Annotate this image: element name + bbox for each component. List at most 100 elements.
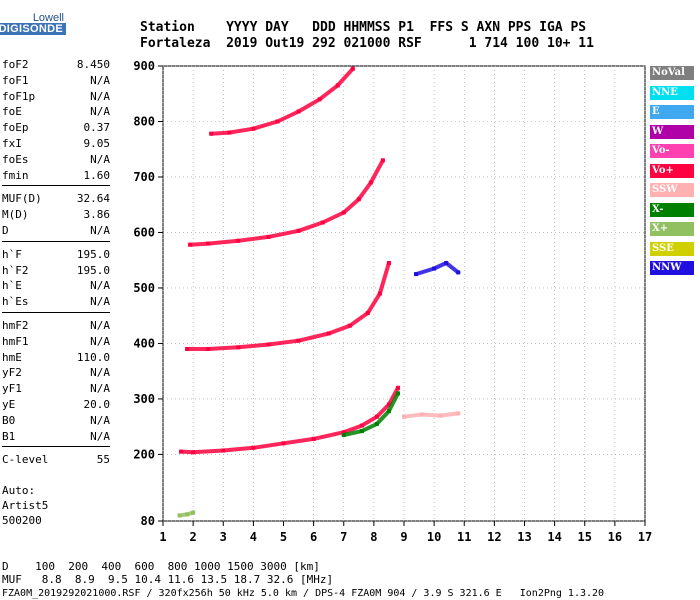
header-values: Fortaleza 2019 Out19 292 021000 RSF 1 71… xyxy=(140,36,594,51)
param-value: 1.60 xyxy=(83,168,111,182)
y-tick-label: 400 xyxy=(133,336,155,350)
echo-point xyxy=(374,421,379,426)
x-tick-label: 9 xyxy=(400,530,407,544)
y-tick-label: 200 xyxy=(133,447,155,461)
x-tick-label: 14 xyxy=(547,530,561,544)
plot-area xyxy=(162,65,646,522)
param-value: N/A xyxy=(90,89,110,103)
echo-point xyxy=(185,512,190,517)
param-row: fmin 1.60 xyxy=(2,169,110,185)
echo-point xyxy=(341,432,346,437)
param-name: foF2 xyxy=(2,58,29,71)
x-tick-label: 15 xyxy=(578,530,592,544)
param-value: 195.0 xyxy=(76,263,110,277)
x-tick-label: 13 xyxy=(517,530,531,544)
echo-point xyxy=(380,158,385,163)
param-row: h`F2 195.0 xyxy=(2,264,110,280)
y-tick-label: 600 xyxy=(133,225,155,239)
param-value: N/A xyxy=(90,429,110,443)
echo-point xyxy=(359,423,364,428)
legend-item: X- xyxy=(650,202,694,217)
echo-point xyxy=(251,126,256,131)
y-tick-label: 900 xyxy=(133,59,155,73)
echo-point xyxy=(206,241,211,246)
muf-row: MUF 8.8 8.9 9.5 10.4 11.6 13.5 18.7 32.6… xyxy=(2,573,334,586)
param-name: yF2 xyxy=(2,366,22,380)
param-value: N/A xyxy=(90,413,110,427)
y-tick-label: 300 xyxy=(133,392,155,406)
param-row: foF1p N/A xyxy=(2,90,110,106)
param-name: fxI xyxy=(2,136,22,150)
param-name: B1 xyxy=(2,429,16,443)
echo-point xyxy=(395,385,400,390)
param-name: h`E xyxy=(2,279,22,293)
param-row: foEs N/A xyxy=(2,153,110,169)
param-value: N/A xyxy=(90,318,110,332)
distance-row: D 100 200 400 600 800 1000 1500 3000 [km… xyxy=(2,560,320,573)
echo-point xyxy=(209,131,214,136)
param-value: N/A xyxy=(90,279,110,293)
param-row: B1 N/A xyxy=(2,430,110,446)
x-tick-label: 12 xyxy=(487,530,501,544)
digisonde-logo: Lowell DIGISONDE xyxy=(0,12,70,42)
param-row: hmF1 N/A xyxy=(2,335,110,351)
x-tick-label: 11 xyxy=(457,530,471,544)
param-separator xyxy=(2,446,110,453)
param-name: foEs xyxy=(2,152,29,166)
legend-item: W xyxy=(650,124,694,139)
param-name: yE xyxy=(2,397,16,411)
param-value: N/A xyxy=(90,152,110,166)
param-row: h`E N/A xyxy=(2,279,110,295)
param-name: fmin xyxy=(2,168,29,182)
param-value: N/A xyxy=(90,295,110,309)
param-value: N/A xyxy=(90,223,110,237)
legend-item: SSW xyxy=(650,183,694,197)
echo-point xyxy=(188,242,193,247)
x-tick-label: 16 xyxy=(608,530,622,544)
echo-point xyxy=(386,260,391,265)
x-tick-label: 3 xyxy=(220,530,227,544)
echo-point xyxy=(395,391,400,396)
param-row: B0 N/A xyxy=(2,414,110,430)
param-row: C-level 55 xyxy=(2,453,110,469)
param-value: 32.64 xyxy=(76,192,110,206)
echo-point xyxy=(420,412,425,417)
echo-point xyxy=(317,97,322,102)
echo-trace xyxy=(414,261,461,277)
param-value: 20.0 xyxy=(83,397,111,411)
echo-point xyxy=(320,220,325,225)
x-tick-label: 7 xyxy=(340,530,347,544)
legend-item: NNW xyxy=(650,261,694,275)
param-row: fxI 9.05 xyxy=(2,137,110,153)
echo-point xyxy=(368,180,373,185)
param-separator xyxy=(2,185,110,192)
param-separator xyxy=(2,240,110,248)
x-tick-label: 2 xyxy=(190,530,197,544)
param-row: foE N/A xyxy=(2,105,110,121)
echo-point xyxy=(296,338,301,343)
echo-point xyxy=(311,436,316,441)
param-value: 3.86 xyxy=(83,208,111,222)
echo-point xyxy=(236,238,241,243)
param-row: D N/A xyxy=(2,224,110,240)
echo-point xyxy=(341,210,346,215)
scaled-parameters-panel: foF2 8.450 foF1 N/A foF1p N/A foE N/A foEp 0.37 fx… xyxy=(2,58,110,469)
legend-item: Vo- xyxy=(650,144,694,158)
echo-point xyxy=(326,331,331,336)
param-row: foF2 8.450 xyxy=(2,58,110,74)
echo-trace xyxy=(402,411,461,419)
echo-point xyxy=(432,266,437,271)
auto-line: Auto: xyxy=(2,484,36,497)
param-value: N/A xyxy=(90,334,110,348)
param-row: hmF2 N/A xyxy=(2,319,110,335)
echo-point xyxy=(275,119,280,124)
echo-point xyxy=(266,234,271,239)
param-name: B0 xyxy=(2,413,16,427)
x-tick-label: 4 xyxy=(250,530,257,544)
autoscaling-info: Auto: Artist5 500200 xyxy=(2,483,48,528)
echo-trace xyxy=(188,158,385,247)
param-name: hmF2 xyxy=(2,318,29,332)
echo-point xyxy=(456,270,461,275)
param-name: foEp xyxy=(2,121,29,135)
